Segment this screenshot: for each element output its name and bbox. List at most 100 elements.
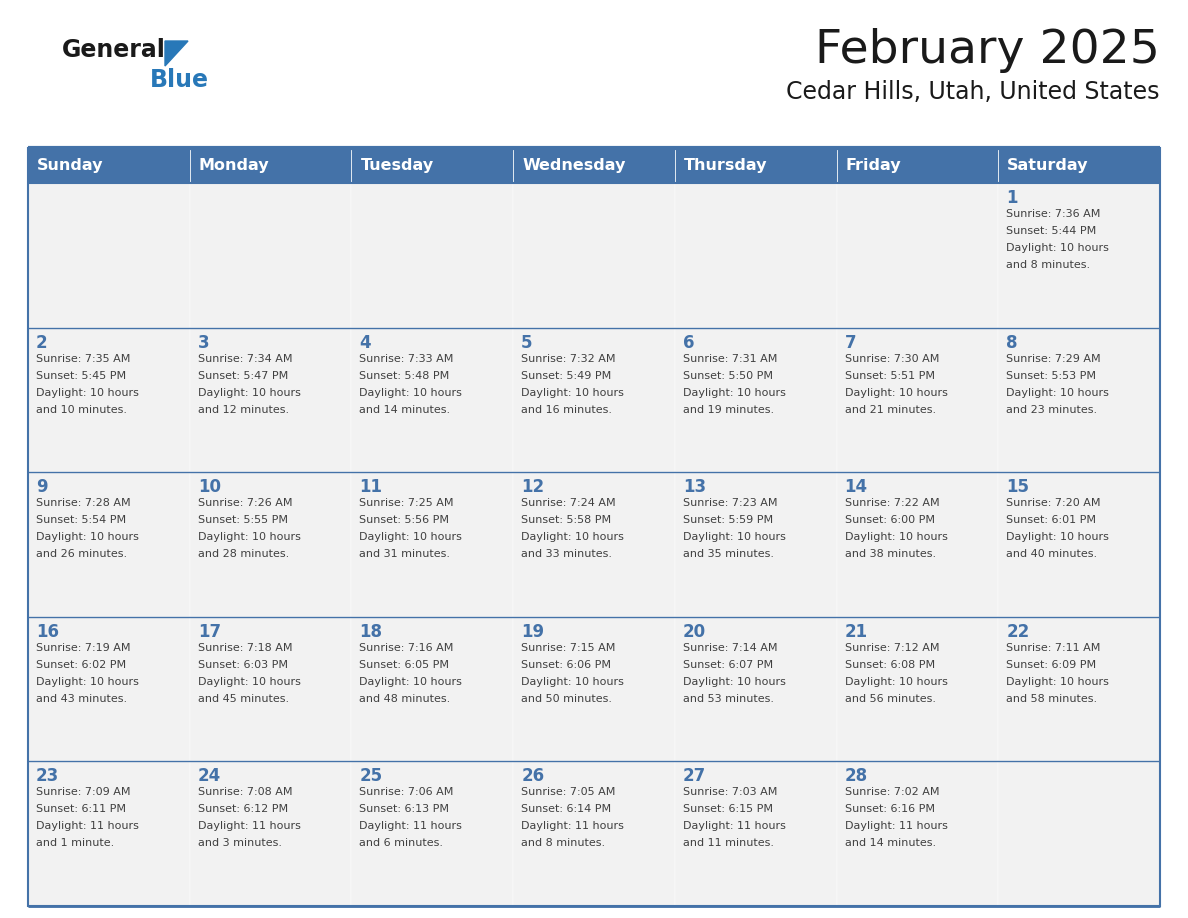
Bar <box>998 472 1159 617</box>
Text: Daylight: 10 hours: Daylight: 10 hours <box>1006 243 1110 253</box>
Bar <box>998 617 1159 761</box>
Text: Sunrise: 7:23 AM: Sunrise: 7:23 AM <box>683 498 777 509</box>
Bar <box>998 328 1159 472</box>
Text: Sunset: 5:54 PM: Sunset: 5:54 PM <box>36 515 126 525</box>
Text: Daylight: 10 hours: Daylight: 10 hours <box>197 387 301 397</box>
Text: and 1 minute.: and 1 minute. <box>36 838 114 848</box>
Text: Daylight: 10 hours: Daylight: 10 hours <box>1006 532 1110 543</box>
Text: and 35 minutes.: and 35 minutes. <box>683 549 773 559</box>
Text: and 8 minutes.: and 8 minutes. <box>1006 260 1091 270</box>
Text: Sunrise: 7:09 AM: Sunrise: 7:09 AM <box>36 788 131 798</box>
Text: Daylight: 11 hours: Daylight: 11 hours <box>36 822 139 832</box>
Text: Sunset: 6:05 PM: Sunset: 6:05 PM <box>360 660 449 670</box>
Text: and 50 minutes.: and 50 minutes. <box>522 694 612 704</box>
Text: Daylight: 10 hours: Daylight: 10 hours <box>1006 677 1110 687</box>
Bar <box>190 761 352 906</box>
Text: and 58 minutes.: and 58 minutes. <box>1006 694 1098 704</box>
Text: Daylight: 10 hours: Daylight: 10 hours <box>360 532 462 543</box>
Bar <box>675 617 836 761</box>
Text: Sunset: 5:47 PM: Sunset: 5:47 PM <box>197 371 287 381</box>
Text: Daylight: 10 hours: Daylight: 10 hours <box>360 677 462 687</box>
Text: Sunset: 5:56 PM: Sunset: 5:56 PM <box>360 515 449 525</box>
Bar <box>29 761 190 906</box>
Text: Sunset: 6:14 PM: Sunset: 6:14 PM <box>522 804 612 814</box>
Text: Sunset: 5:51 PM: Sunset: 5:51 PM <box>845 371 935 381</box>
Text: Saturday: Saturday <box>1007 158 1088 173</box>
Text: 18: 18 <box>360 622 383 641</box>
Text: Daylight: 10 hours: Daylight: 10 hours <box>522 387 624 397</box>
Text: Sunset: 6:03 PM: Sunset: 6:03 PM <box>197 660 287 670</box>
Text: Sunrise: 7:34 AM: Sunrise: 7:34 AM <box>197 353 292 364</box>
Bar <box>190 328 352 472</box>
Text: and 33 minutes.: and 33 minutes. <box>522 549 612 559</box>
Text: and 14 minutes.: and 14 minutes. <box>360 405 450 415</box>
Text: Sunrise: 7:25 AM: Sunrise: 7:25 AM <box>360 498 454 509</box>
Text: Sunrise: 7:14 AM: Sunrise: 7:14 AM <box>683 643 777 653</box>
Text: Sunrise: 7:06 AM: Sunrise: 7:06 AM <box>360 788 454 798</box>
Text: Sunset: 6:02 PM: Sunset: 6:02 PM <box>36 660 126 670</box>
Text: General: General <box>62 38 166 62</box>
Bar <box>29 328 190 472</box>
Text: Sunday: Sunday <box>37 158 103 173</box>
Text: and 19 minutes.: and 19 minutes. <box>683 405 775 415</box>
Bar <box>675 472 836 617</box>
Text: Daylight: 11 hours: Daylight: 11 hours <box>360 822 462 832</box>
Text: Sunrise: 7:22 AM: Sunrise: 7:22 AM <box>845 498 940 509</box>
Text: Sunrise: 7:18 AM: Sunrise: 7:18 AM <box>197 643 292 653</box>
Text: Sunset: 6:12 PM: Sunset: 6:12 PM <box>197 804 287 814</box>
Text: Cedar Hills, Utah, United States: Cedar Hills, Utah, United States <box>786 80 1159 104</box>
Bar <box>836 328 998 472</box>
Text: and 53 minutes.: and 53 minutes. <box>683 694 773 704</box>
Bar <box>190 472 352 617</box>
Text: Sunset: 5:58 PM: Sunset: 5:58 PM <box>522 515 612 525</box>
Bar <box>513 472 675 617</box>
Text: and 12 minutes.: and 12 minutes. <box>197 405 289 415</box>
Text: 12: 12 <box>522 478 544 497</box>
Text: and 31 minutes.: and 31 minutes. <box>360 549 450 559</box>
Text: 3: 3 <box>197 333 209 352</box>
Text: Daylight: 10 hours: Daylight: 10 hours <box>197 677 301 687</box>
Text: and 11 minutes.: and 11 minutes. <box>683 838 773 848</box>
Text: Sunrise: 7:05 AM: Sunrise: 7:05 AM <box>522 788 615 798</box>
Text: and 48 minutes.: and 48 minutes. <box>360 694 450 704</box>
Text: Sunrise: 7:16 AM: Sunrise: 7:16 AM <box>360 643 454 653</box>
Bar <box>29 472 190 617</box>
Bar <box>513 148 675 183</box>
Text: and 28 minutes.: and 28 minutes. <box>197 549 289 559</box>
Text: Sunset: 6:09 PM: Sunset: 6:09 PM <box>1006 660 1097 670</box>
Text: Daylight: 10 hours: Daylight: 10 hours <box>845 677 948 687</box>
Text: 22: 22 <box>1006 622 1030 641</box>
Text: Sunset: 6:13 PM: Sunset: 6:13 PM <box>360 804 449 814</box>
Text: Sunset: 6:01 PM: Sunset: 6:01 PM <box>1006 515 1097 525</box>
Text: Sunrise: 7:33 AM: Sunrise: 7:33 AM <box>360 353 454 364</box>
Text: Sunrise: 7:26 AM: Sunrise: 7:26 AM <box>197 498 292 509</box>
Text: and 16 minutes.: and 16 minutes. <box>522 405 612 415</box>
Text: Sunset: 5:50 PM: Sunset: 5:50 PM <box>683 371 773 381</box>
Text: and 23 minutes.: and 23 minutes. <box>1006 405 1098 415</box>
Text: Sunrise: 7:08 AM: Sunrise: 7:08 AM <box>197 788 292 798</box>
Text: Sunrise: 7:24 AM: Sunrise: 7:24 AM <box>522 498 615 509</box>
Text: Daylight: 10 hours: Daylight: 10 hours <box>36 387 139 397</box>
Text: 24: 24 <box>197 767 221 786</box>
Text: Sunrise: 7:11 AM: Sunrise: 7:11 AM <box>1006 643 1100 653</box>
Bar <box>675 148 836 183</box>
Text: Sunrise: 7:20 AM: Sunrise: 7:20 AM <box>1006 498 1101 509</box>
Text: Daylight: 10 hours: Daylight: 10 hours <box>683 677 785 687</box>
Text: Sunset: 6:00 PM: Sunset: 6:00 PM <box>845 515 935 525</box>
Bar <box>675 183 836 328</box>
Text: Daylight: 10 hours: Daylight: 10 hours <box>36 532 139 543</box>
Text: Sunset: 6:07 PM: Sunset: 6:07 PM <box>683 660 773 670</box>
Text: Sunset: 6:08 PM: Sunset: 6:08 PM <box>845 660 935 670</box>
Text: Sunrise: 7:12 AM: Sunrise: 7:12 AM <box>845 643 939 653</box>
Bar <box>513 328 675 472</box>
Text: Friday: Friday <box>846 158 902 173</box>
Text: 20: 20 <box>683 622 706 641</box>
Text: Sunset: 5:55 PM: Sunset: 5:55 PM <box>197 515 287 525</box>
Text: Sunset: 5:48 PM: Sunset: 5:48 PM <box>360 371 450 381</box>
Bar <box>352 328 513 472</box>
Bar <box>836 183 998 328</box>
Text: and 56 minutes.: and 56 minutes. <box>845 694 936 704</box>
Bar <box>675 328 836 472</box>
Text: 26: 26 <box>522 767 544 786</box>
Text: and 38 minutes.: and 38 minutes. <box>845 549 936 559</box>
